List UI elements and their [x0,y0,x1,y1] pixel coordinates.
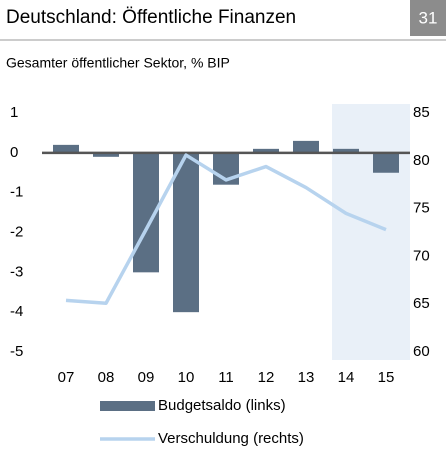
bar [173,152,199,313]
line [65,153,387,305]
y2-tick-label: 70 [413,247,430,264]
y2-tick-label: 60 [413,343,430,360]
chart-subtitle: Gesamter öffentlicher Sektor, % BIP [6,55,230,71]
x-tick-label: 10 [178,369,195,386]
legend-label: Verschuldung (rechts) [158,430,304,447]
y2-tick-label: 85 [413,104,430,121]
legend-label: Budgetsaldo (links) [158,397,286,414]
y-tick-label: -1 [10,184,23,201]
x-tick-label: 11 [218,369,234,386]
x-tick-label: 15 [378,369,395,386]
y-tick-label: -2 [10,223,23,240]
legend-swatch [100,401,155,411]
x-tick-label: 07 [58,369,75,386]
x-tick-label: 09 [138,369,155,386]
y-tick-label: -4 [10,303,23,320]
y2-tick-label: 65 [413,295,430,312]
bar [53,144,79,153]
x-tick-label: 14 [338,369,355,386]
bar [253,148,279,153]
bar [293,140,319,153]
y2-tick-label: 80 [413,152,430,169]
y-tick-label: -5 [10,343,23,360]
page-number: 31 [419,8,438,27]
y-tick-label: -3 [10,263,23,280]
y2-tick-label: 75 [413,200,430,217]
page-number-box [410,0,446,36]
y-tick-label: 1 [10,104,18,121]
x-tick-label: 13 [298,369,315,386]
forecast-shading [332,104,410,360]
chart-title: Deutschland: Öffentliche Finanzen [6,7,296,28]
y-tick-label: 0 [10,144,18,161]
x-tick-label: 12 [258,369,275,386]
x-tick-label: 08 [98,369,115,386]
bar [333,148,359,153]
bar [93,152,119,157]
bar [373,152,399,173]
